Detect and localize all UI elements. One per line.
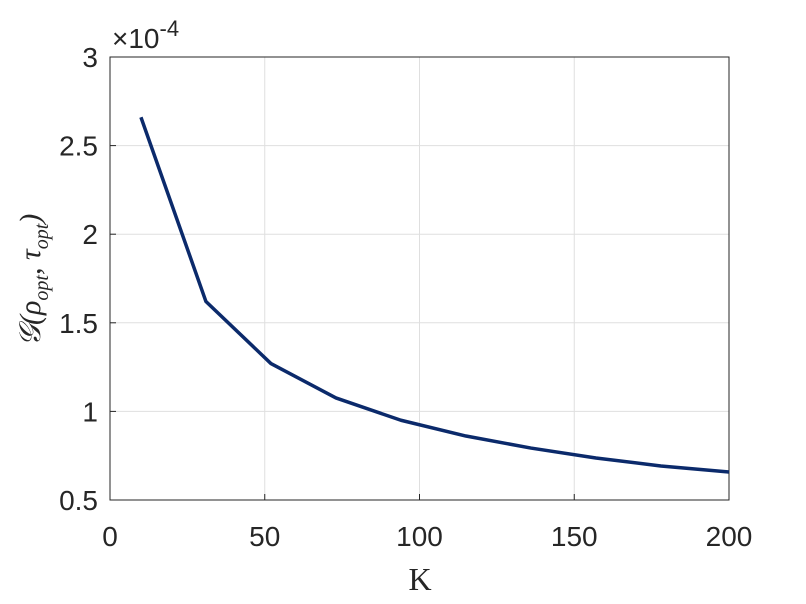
x-tick-label: 0 (102, 521, 118, 552)
x-tick-label: 50 (249, 521, 280, 552)
y-multiplier: ×10-4 (112, 16, 179, 54)
y-axis-label: 𝒢(ρopt, τopt) (14, 214, 53, 347)
y-label-text: , τ (14, 248, 47, 275)
y-label-text: ) (14, 214, 47, 226)
x-tick-label: 150 (551, 521, 598, 552)
x-tick-label: 200 (706, 521, 753, 552)
y-label-text: 𝒢(ρ (14, 301, 47, 347)
y-label-subscript: opt (31, 223, 53, 249)
y-tick-label: 0.5 (59, 485, 98, 516)
y-tick-label: 3 (82, 42, 98, 73)
x-tick-label: 100 (396, 521, 443, 552)
y-tick-label: 2.5 (59, 131, 98, 162)
x-axis-label: K (408, 561, 431, 597)
y-tick-label: 1.5 (59, 308, 98, 339)
y-label-subscript: opt (31, 275, 53, 301)
plot-frame (109, 56, 730, 501)
multiplier-exponent: -4 (160, 16, 180, 41)
multiplier-base: ×10 (112, 23, 160, 54)
data-line (139, 116, 730, 474)
y-tick-label: 2 (82, 219, 98, 250)
y-tick-label: 1 (82, 396, 98, 427)
